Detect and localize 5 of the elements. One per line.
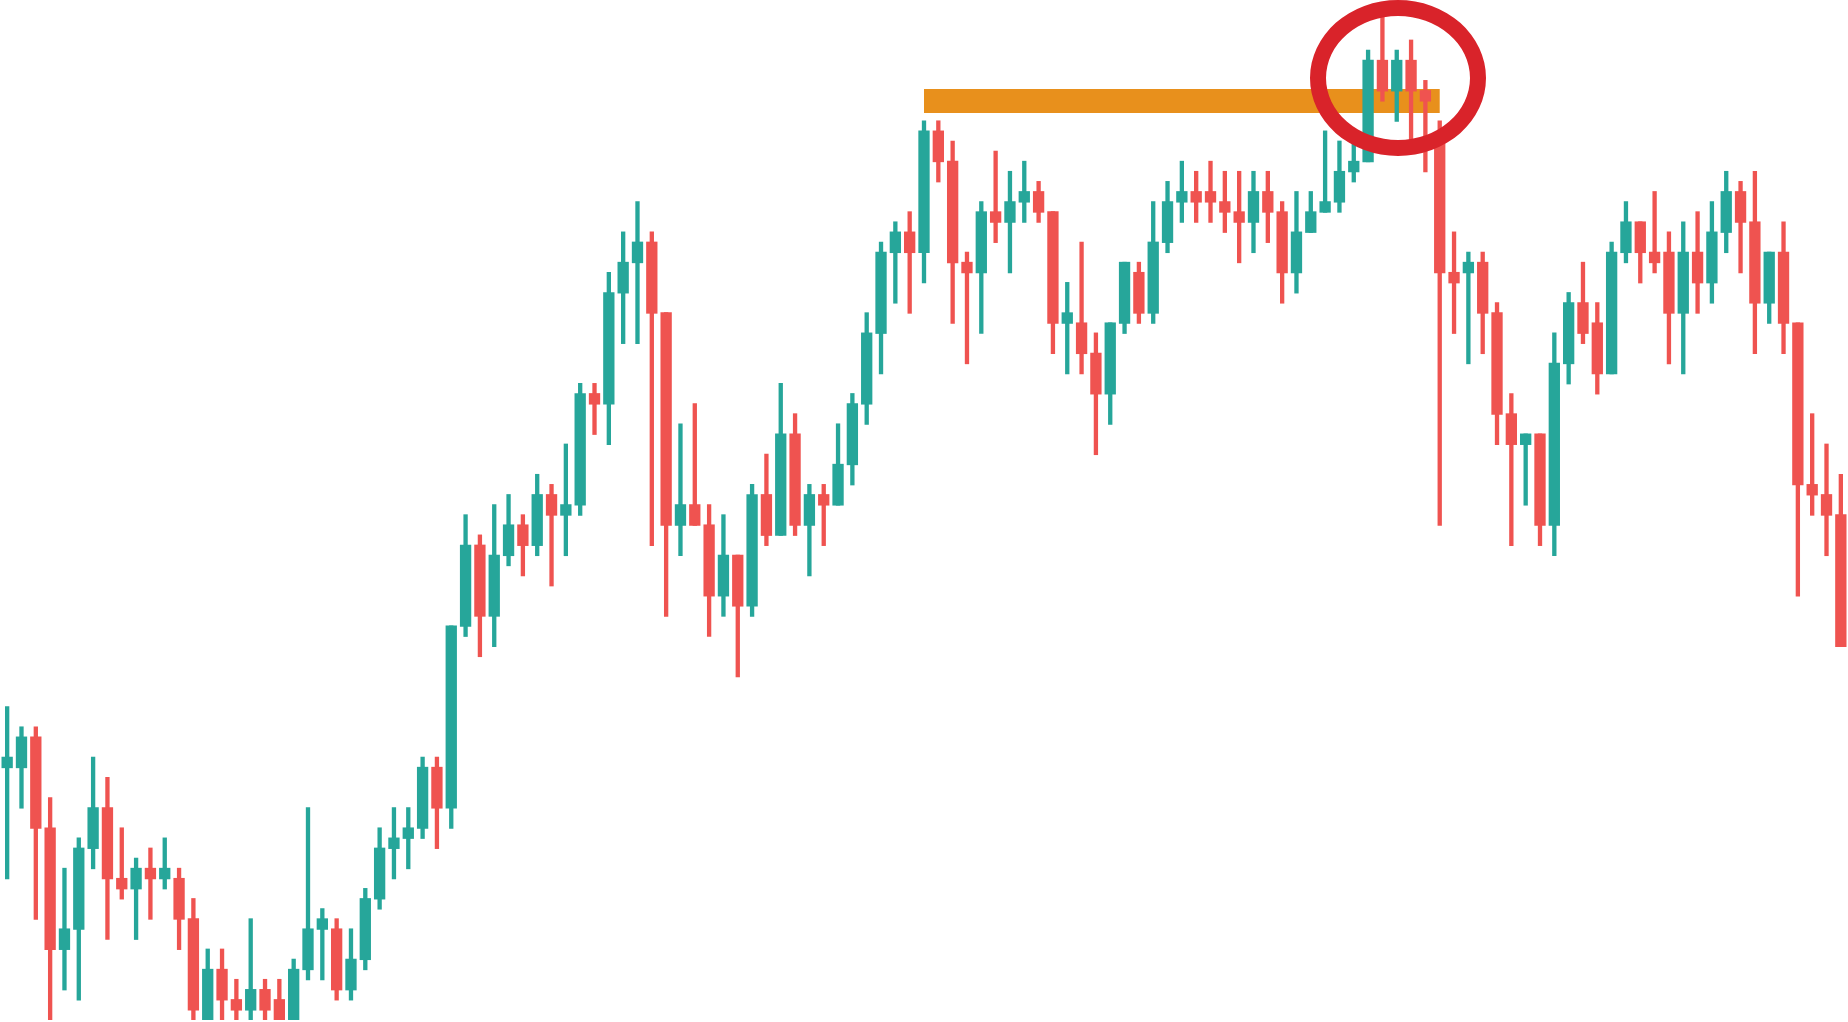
candlestick	[545, 484, 558, 587]
candlestick	[144, 847, 157, 920]
candlestick	[674, 423, 687, 557]
candlestick	[1462, 251, 1475, 365]
candlestick	[989, 150, 1002, 243]
